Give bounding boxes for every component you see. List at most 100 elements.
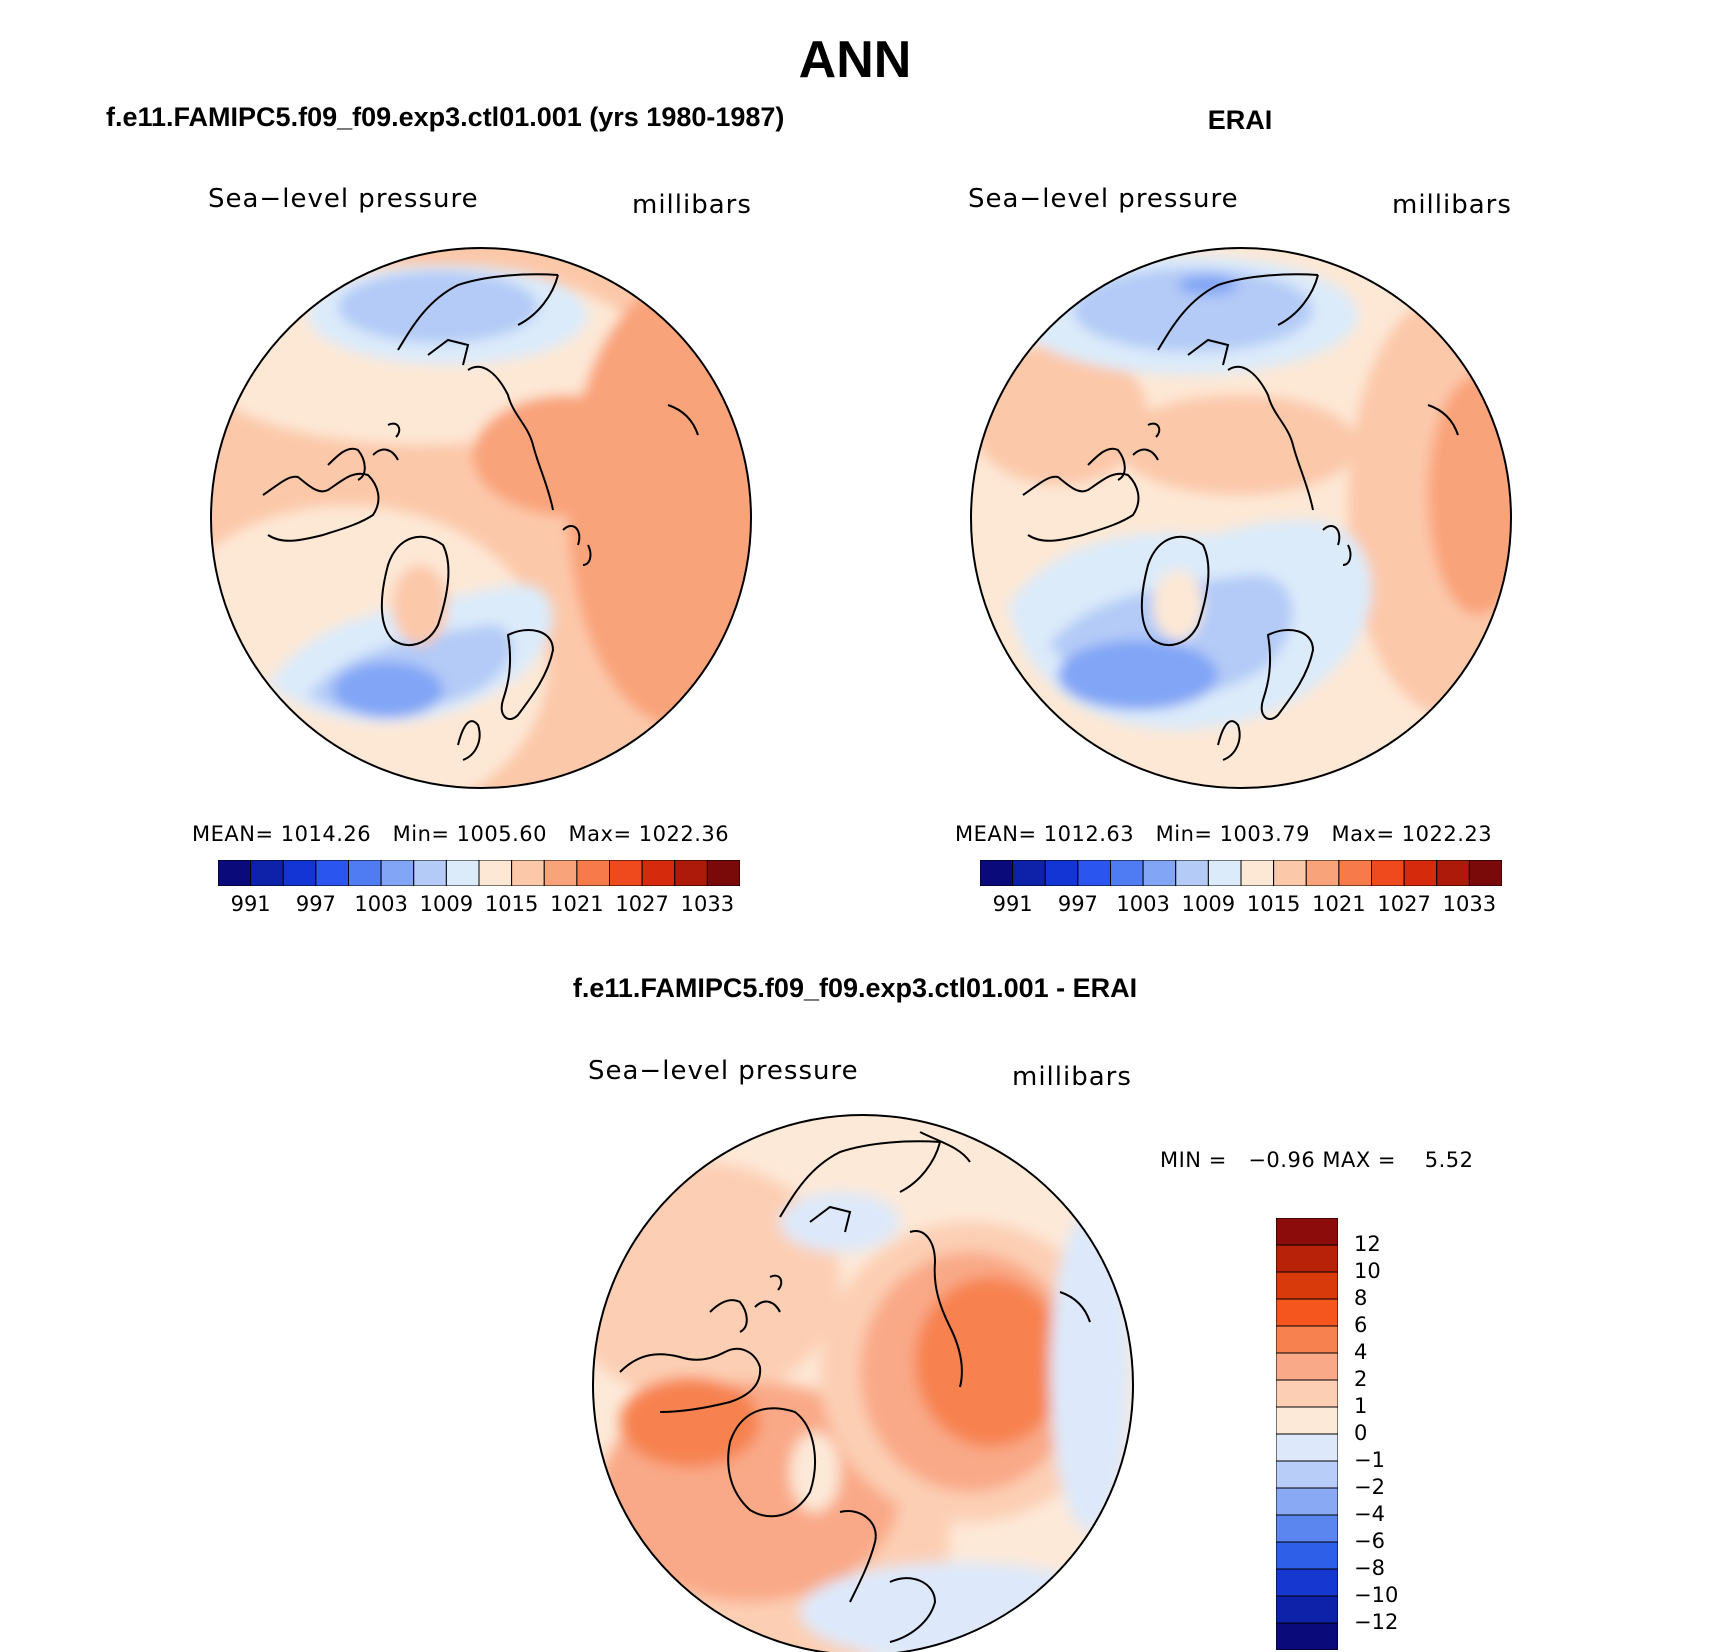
colorbar-tick-label: 1015 bbox=[1246, 892, 1301, 916]
diff-colorbar-swatch bbox=[1276, 1244, 1338, 1273]
model-map-border bbox=[210, 247, 752, 789]
colorbar-tick-label: 1009 bbox=[419, 892, 474, 916]
colorbar-swatch bbox=[1012, 860, 1046, 886]
diff-colorbar-tick-label: 10 bbox=[1354, 1259, 1381, 1283]
obs-field-greenland bbox=[1153, 570, 1203, 640]
colorbar-swatch bbox=[1273, 860, 1307, 886]
diff-colorbar-swatch bbox=[1276, 1541, 1338, 1570]
diff-max-label: MAX = bbox=[1322, 1148, 1397, 1172]
obs-min-label: Min= bbox=[1155, 822, 1213, 846]
obs-max-value: 1022.23 bbox=[1401, 822, 1493, 846]
model-min-value: 1005.60 bbox=[456, 822, 548, 846]
diff-panel-title: f.e11.FAMIPC5.f09_f09.exp3.ctl01.001 - E… bbox=[572, 973, 1138, 1003]
diff-stats: MIN = −0.96 MAX = 5.52 bbox=[1160, 1148, 1474, 1172]
diff-colorbar-swatch bbox=[1276, 1218, 1338, 1246]
colorbar-tick-label: 997 bbox=[1057, 892, 1098, 916]
colorbar-swatch bbox=[1044, 860, 1079, 886]
colorbar-swatch bbox=[282, 860, 317, 886]
colorbar-tick-label: 1033 bbox=[680, 892, 735, 916]
model-units-label: millibars bbox=[632, 190, 752, 220]
diff-colorbar-swatch bbox=[1276, 1433, 1338, 1462]
colorbar-swatch bbox=[445, 860, 480, 886]
diff-min-value: −0.96 bbox=[1248, 1148, 1316, 1172]
obs-stats: MEAN= 1012.63 Min= 1003.79 Max= 1022.23 bbox=[955, 822, 1492, 846]
colorbar-swatch bbox=[1338, 860, 1372, 886]
colorbar-swatch bbox=[250, 860, 284, 886]
diff-colorbar-tick-label: −2 bbox=[1354, 1475, 1385, 1499]
page-title: ANN bbox=[798, 31, 912, 89]
diff-colorbar-tick-label: 1 bbox=[1354, 1394, 1368, 1418]
colorbar-swatch bbox=[1240, 860, 1275, 886]
colorbar-swatch bbox=[1077, 860, 1111, 886]
colorbar-swatch bbox=[674, 860, 708, 886]
colorbar-swatch bbox=[576, 860, 610, 886]
colorbar-tick-label: 1003 bbox=[354, 892, 408, 916]
diff-colorbar: 12 10 8 6 4 2 1 0 −1 −2 −4 −6 −8 −10 −12 bbox=[1276, 1218, 1398, 1650]
colorbar-tick-label: 1021 bbox=[1312, 892, 1366, 916]
obs-mean-value: 1012.63 bbox=[1043, 822, 1135, 846]
obs-units-label: millibars bbox=[1392, 190, 1512, 220]
obs-panel-title: ERAI bbox=[1207, 105, 1273, 135]
colorbar-swatch bbox=[980, 860, 1014, 886]
colorbar-swatch bbox=[609, 860, 643, 886]
diff-colorbar-swatch bbox=[1276, 1271, 1338, 1300]
obs-polar-map bbox=[970, 247, 1512, 789]
obs-field-low-pacific-core bbox=[1178, 275, 1238, 295]
obs-colorbar: 991 997 1003 1009 1015 1021 1027 1033 bbox=[980, 860, 1502, 918]
diff-colorbar-tick-label: −6 bbox=[1354, 1529, 1385, 1553]
obs-field-low-pacific bbox=[1073, 268, 1313, 352]
colorbar-swatch bbox=[1110, 860, 1144, 886]
colorbar-tick-label: 1027 bbox=[615, 892, 669, 916]
model-panel-title: f.e11.FAMIPC5.f09_f09.exp3.ctl01.001 (yr… bbox=[106, 102, 785, 132]
diff-colorbar-swatch bbox=[1276, 1352, 1338, 1381]
colorbar-swatch bbox=[380, 860, 415, 886]
model-max-label: Max= bbox=[568, 822, 632, 846]
obs-mean-label: MEAN= bbox=[955, 822, 1037, 846]
diff-colorbar-tick-label: 12 bbox=[1354, 1232, 1381, 1256]
colorbar-swatch bbox=[543, 860, 578, 886]
model-field-high-north bbox=[473, 395, 663, 515]
colorbar-tick-label: 1009 bbox=[1181, 892, 1236, 916]
diff-field-neg-pacific bbox=[780, 1192, 900, 1252]
obs-min-value: 1003.79 bbox=[1219, 822, 1311, 846]
obs-field-high-west bbox=[971, 345, 1148, 485]
diff-colorbar-swatch bbox=[1276, 1487, 1338, 1516]
colorbar-swatch bbox=[1207, 860, 1242, 886]
diff-field-pos-east-core bbox=[915, 1277, 1065, 1447]
colorbar-swatch bbox=[1371, 860, 1405, 886]
colorbar-tick-label: 1003 bbox=[1116, 892, 1170, 916]
diff-variable-label: Sea−level pressure bbox=[588, 1056, 859, 1086]
colorbar-swatch bbox=[706, 860, 740, 886]
colorbar-swatch bbox=[478, 860, 513, 886]
diff-max-value: 5.52 bbox=[1424, 1148, 1474, 1172]
colorbar-swatch bbox=[1403, 860, 1438, 886]
diff-colorbar-swatch bbox=[1276, 1514, 1338, 1543]
colorbar-tick-label: 1021 bbox=[550, 892, 604, 916]
model-colorbar-ticks: 991 997 1003 1009 1015 1021 1027 1033 bbox=[218, 892, 740, 918]
colorbar-swatch bbox=[641, 860, 676, 886]
obs-map-border bbox=[970, 247, 1512, 789]
model-polar-map bbox=[210, 247, 752, 789]
colorbar-swatch bbox=[1142, 860, 1177, 886]
diff-colorbar-swatches bbox=[1276, 1218, 1338, 1650]
colorbar-swatch bbox=[1305, 860, 1340, 886]
diff-colorbar-swatch bbox=[1276, 1379, 1338, 1408]
colorbar-tick-label: 1033 bbox=[1442, 892, 1497, 916]
obs-field-low-icelandic bbox=[1058, 640, 1218, 710]
diff-min-label: MIN = bbox=[1160, 1148, 1227, 1172]
colorbar-tick-label: 997 bbox=[295, 892, 336, 916]
diff-colorbar-tick-label: −8 bbox=[1354, 1556, 1385, 1580]
diff-colorbar-swatch bbox=[1276, 1622, 1338, 1650]
diff-colorbar-tick-label: −1 bbox=[1354, 1448, 1385, 1472]
diff-colorbar-swatch bbox=[1276, 1568, 1338, 1597]
obs-colorbar-swatches bbox=[980, 860, 1502, 886]
diff-colorbar-tick-label: −4 bbox=[1354, 1502, 1385, 1526]
diff-colorbar-swatch bbox=[1276, 1595, 1338, 1624]
model-variable-label: Sea−level pressure bbox=[208, 184, 479, 214]
colorbar-tick-label: 1027 bbox=[1377, 892, 1431, 916]
model-mean-label: MEAN= bbox=[192, 822, 274, 846]
colorbar-swatch bbox=[511, 860, 545, 886]
diff-colorbar-swatch bbox=[1276, 1406, 1338, 1435]
colorbar-tick-label: 991 bbox=[230, 892, 271, 916]
obs-variable-label: Sea−level pressure bbox=[968, 184, 1239, 214]
